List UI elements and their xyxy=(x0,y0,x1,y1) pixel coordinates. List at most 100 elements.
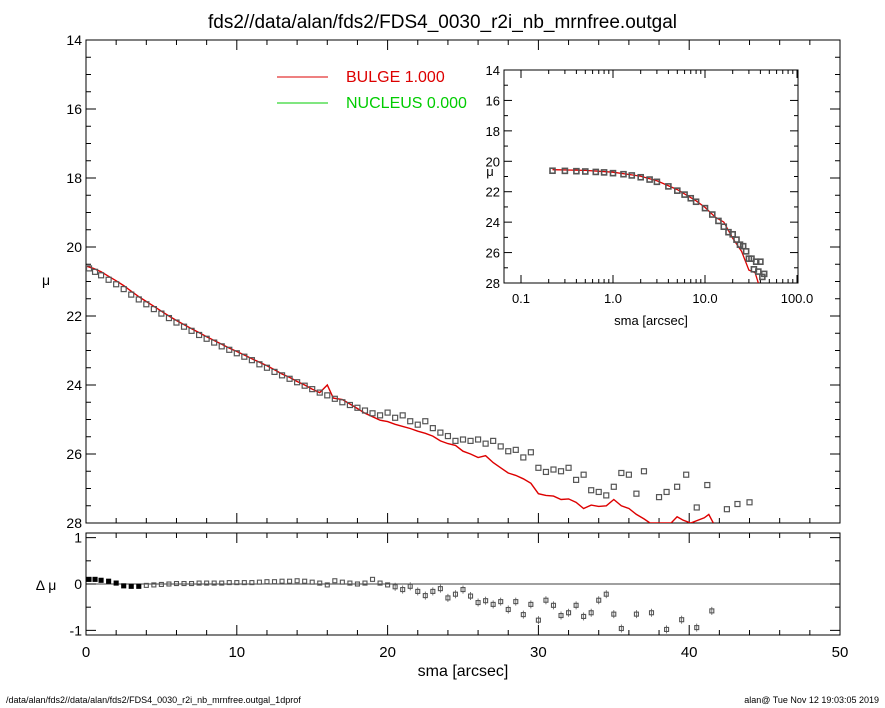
inset-x-axis-label: sma [arcsec] xyxy=(614,313,688,328)
chart-title: fds2//data/alan/fds2/FDS4_0030_r2i_nb_mr… xyxy=(208,12,677,33)
inset-bulge-model-line xyxy=(552,169,759,283)
profile-data-point xyxy=(407,418,414,425)
profile-data-point xyxy=(143,301,150,308)
profile-data-point xyxy=(120,285,127,293)
residual-data-point xyxy=(121,583,127,589)
profile-data-point xyxy=(474,436,482,443)
residual-panel: 10-1 0 10 20 30 40 50 Δ μ sma [arcsec] xyxy=(36,530,849,680)
profile-data-point xyxy=(437,429,444,436)
profile-data-point xyxy=(369,410,376,417)
main-y-tick-label: 20 xyxy=(66,239,82,255)
legend-nucleus-label: NUCLEUS 0.000 xyxy=(346,95,467,112)
inset-x-tick-label: 100.0 xyxy=(781,291,814,306)
inset-y-tick-label: 22 xyxy=(486,185,500,200)
profile-data-point xyxy=(135,296,142,303)
residual-data-point xyxy=(520,612,526,618)
profile-data-point xyxy=(535,464,542,471)
profile-data-point xyxy=(188,327,195,334)
profile-data-point xyxy=(271,368,278,375)
residual-y-tick-label: 0 xyxy=(74,576,82,592)
profile-data-point xyxy=(527,449,534,456)
main-y-tick-label: 22 xyxy=(66,308,82,324)
profile-data-point xyxy=(233,350,240,357)
profile-data-point xyxy=(505,448,512,455)
residual-data-point xyxy=(264,579,270,585)
profile-data-point xyxy=(105,276,112,283)
residual-data-point xyxy=(92,576,98,582)
residual-data-point xyxy=(415,588,421,594)
inset-profile-data-point xyxy=(760,270,768,278)
residual-data-point xyxy=(452,591,459,597)
main-x-ticks xyxy=(85,40,841,523)
profile-data-series xyxy=(86,265,753,513)
inset-x-tick-label: 0.1 xyxy=(512,291,530,306)
residual-data-point xyxy=(407,583,413,589)
bulge-model-series xyxy=(86,265,714,523)
inset-y-axis: 14 16 18 20 22 24 26 28 xyxy=(486,63,798,291)
residual-data-point xyxy=(339,579,345,585)
residual-data-point xyxy=(437,586,443,592)
x-tick-label: 50 xyxy=(832,644,849,661)
inset-bulge-model-series xyxy=(552,169,759,283)
profile-data-point xyxy=(663,488,670,496)
profile-data-point xyxy=(557,468,565,475)
residual-data-point xyxy=(573,602,579,608)
residual-data-point xyxy=(309,579,315,585)
inset-profile-data-point xyxy=(637,173,644,181)
profile-data-point xyxy=(150,306,157,313)
profile-data-point xyxy=(278,372,286,379)
main-y-tick-label: 14 xyxy=(66,32,82,48)
residual-data-point xyxy=(581,613,587,620)
profile-data-point xyxy=(625,471,632,478)
residual-data-point xyxy=(226,580,232,586)
residual-data-point xyxy=(392,584,398,590)
residual-data-point xyxy=(603,591,609,597)
profile-data-point xyxy=(512,446,519,453)
residual-data-point xyxy=(317,580,323,586)
profile-data-point xyxy=(603,492,610,499)
profile-data-point xyxy=(173,319,180,326)
residual-data-point xyxy=(143,582,149,588)
residual-data-point xyxy=(543,597,549,603)
profile-data-point xyxy=(588,487,595,494)
residual-data-point xyxy=(558,612,564,619)
main-y-axis: 14 16 18 20 22 24 26 28 xyxy=(66,32,840,531)
profile-data-point xyxy=(542,468,550,476)
profile-data-point xyxy=(452,437,459,444)
x-axis-label: sma [arcsec] xyxy=(418,663,509,680)
profile-data-point xyxy=(392,414,399,421)
profile-data-point xyxy=(196,331,203,339)
profile-data-point xyxy=(618,469,625,477)
residual-data-point xyxy=(709,608,715,614)
inset-profile-data-point xyxy=(742,248,750,255)
residual-data-point xyxy=(648,610,655,616)
residual-data-point xyxy=(347,580,353,586)
residual-data-point xyxy=(362,580,368,586)
residual-data-point xyxy=(618,625,624,632)
x-tick-label: 10 xyxy=(228,644,245,661)
inset-profile-data-point xyxy=(687,194,695,202)
profile-data-point xyxy=(384,409,391,416)
profile-data-point xyxy=(165,314,173,322)
residual-data-point xyxy=(505,606,511,613)
inset-profile-data-point xyxy=(592,168,600,176)
residual-data-point xyxy=(679,617,685,623)
residual-data-point xyxy=(513,599,519,605)
profile-data-point xyxy=(633,490,640,497)
profile-data-point xyxy=(572,476,580,483)
inset-x-tick-label: 1.0 xyxy=(604,291,622,306)
inset-profile-data-point xyxy=(600,169,608,176)
profile-data-point xyxy=(226,346,233,353)
residual-data-point xyxy=(219,580,225,586)
residual-data-point xyxy=(302,578,308,584)
profile-data-point xyxy=(294,379,301,386)
profile-data-point xyxy=(256,361,263,368)
profile-data-point xyxy=(158,310,165,317)
inset-profile-data-point xyxy=(755,268,762,275)
residual-data-point xyxy=(596,597,602,603)
residual-data-point xyxy=(173,580,180,587)
residual-data-point xyxy=(354,581,360,587)
profile-data-point xyxy=(180,323,188,330)
residual-data-point xyxy=(445,595,451,601)
